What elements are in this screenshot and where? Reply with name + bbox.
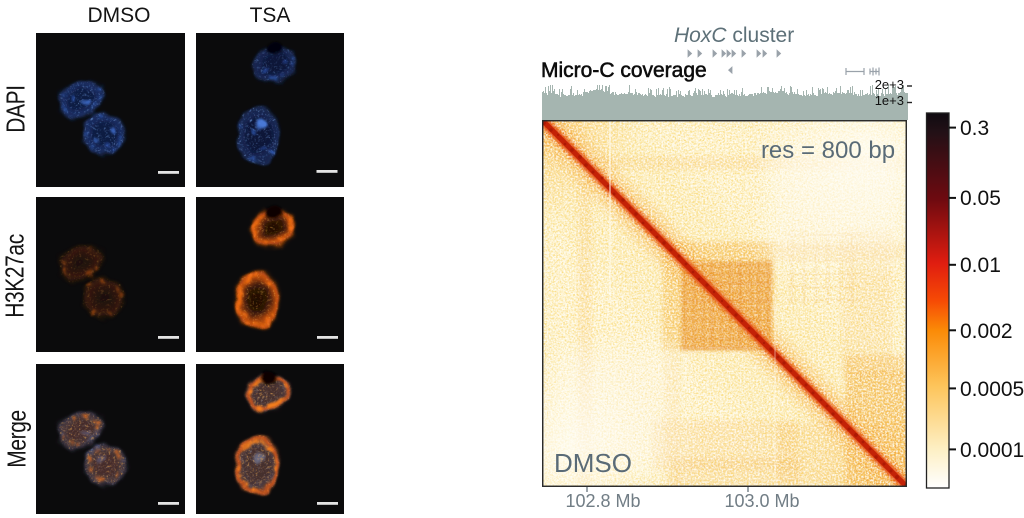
svg-text:0.0001: 0.0001	[960, 439, 1024, 462]
svg-text:0.05: 0.05	[960, 187, 1001, 210]
svg-text:0.002: 0.002	[960, 320, 1013, 343]
svg-text:103.0 Mb: 103.0 Mb	[724, 491, 799, 511]
svg-text:0.01: 0.01	[960, 254, 1001, 277]
svg-text:DMSO: DMSO	[554, 448, 632, 478]
svg-text:102.8 Mb: 102.8 Mb	[565, 491, 640, 511]
svg-text:0.3: 0.3	[960, 117, 989, 140]
svg-text:0.0005: 0.0005	[960, 378, 1024, 401]
svg-text:res = 800 bp: res = 800 bp	[761, 137, 895, 164]
